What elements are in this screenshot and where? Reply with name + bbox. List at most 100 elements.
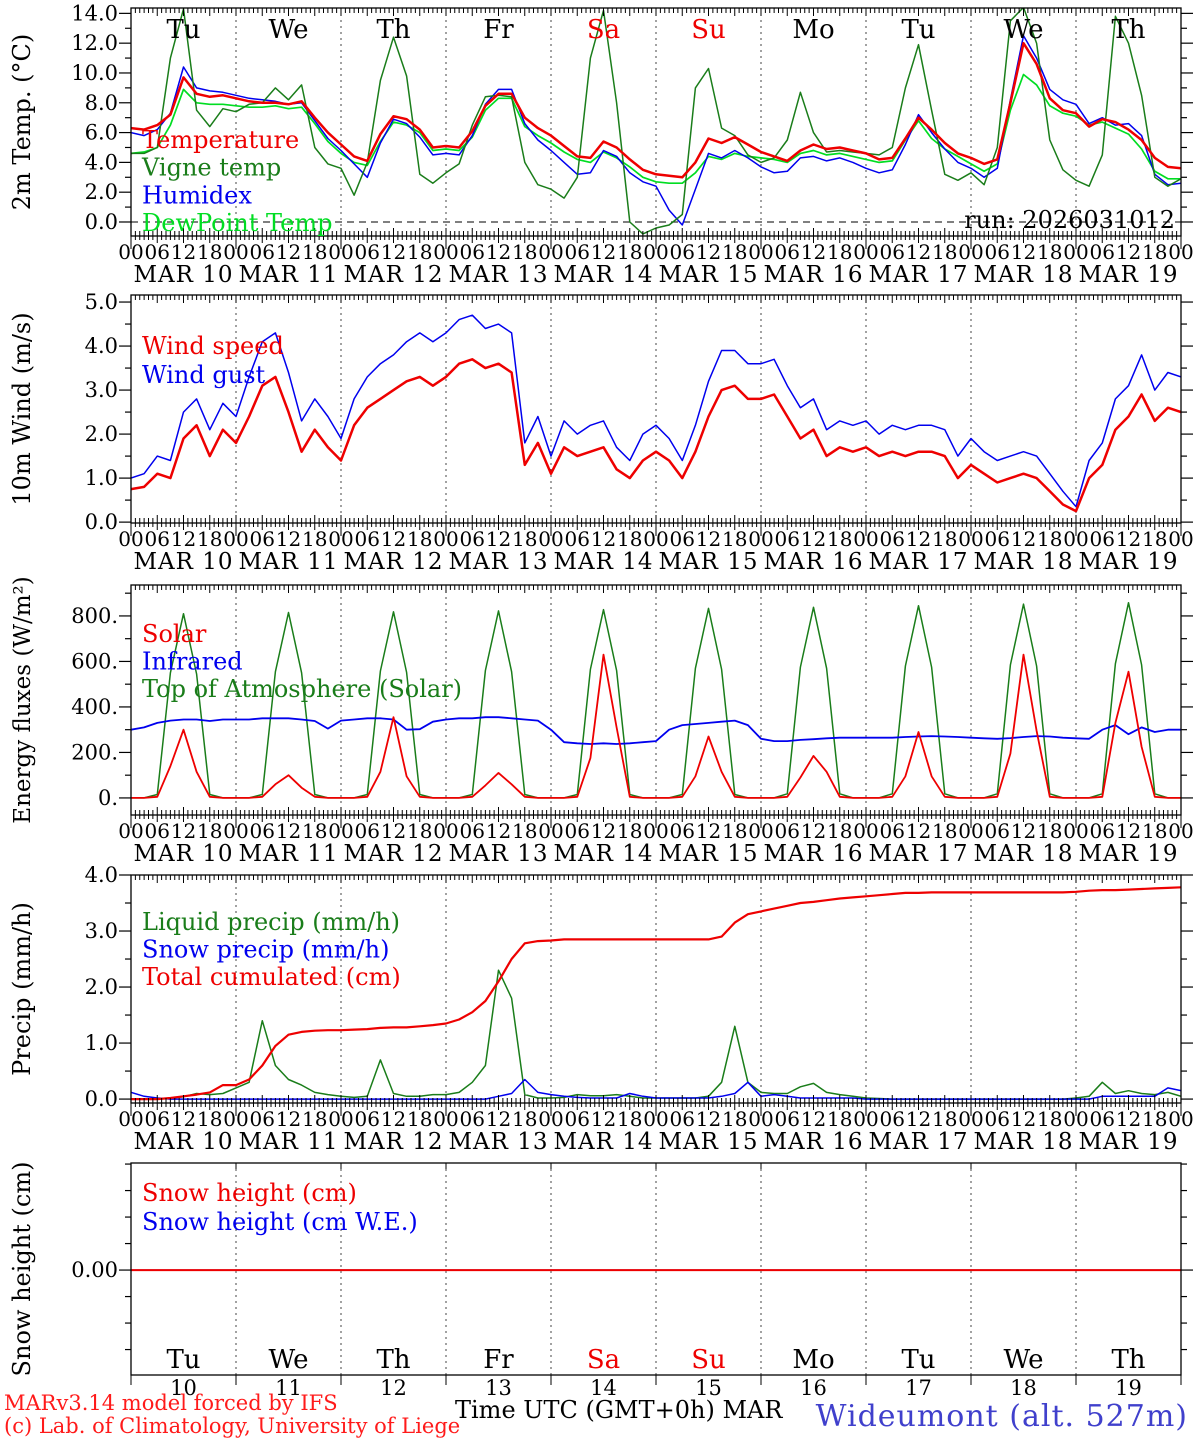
legend-label-snowheight-0: Snow height (cm) bbox=[142, 1179, 357, 1207]
weekday-label-bottom: Tu bbox=[901, 1345, 935, 1375]
panel-temp2m: 0.0 2.0 4.0 6.0 8.0 10.0 12.0 14.0 2m Temp. (°C)… bbox=[8, 1, 1194, 288]
y-tick-label: 1.0 bbox=[85, 466, 118, 490]
hour-tick-label: 00 bbox=[958, 240, 983, 264]
weekday-label-top: Th bbox=[1111, 15, 1145, 45]
hour-tick-label: 00 bbox=[433, 819, 458, 843]
day-number-label: 12 bbox=[380, 1376, 407, 1400]
hour-tick-label: 06 bbox=[460, 819, 485, 843]
hour-tick-label: 06 bbox=[460, 1107, 485, 1131]
date-label: MAR 11 bbox=[238, 262, 338, 288]
hour-tick-label: 12 bbox=[486, 240, 511, 264]
hour-tick-label: 00 bbox=[958, 527, 983, 551]
hour-tick-label: 18 bbox=[932, 819, 957, 843]
hour-tick-label: 12 bbox=[276, 240, 301, 264]
legend-label-temp2m-3: DewPoint Temp bbox=[142, 209, 333, 237]
y-tick-label: 0.0 bbox=[85, 210, 118, 234]
y-tick-label: 14.0 bbox=[71, 1, 118, 25]
hour-tick-label: 00 bbox=[748, 527, 773, 551]
date-label: MAR 16 bbox=[763, 549, 863, 575]
date-label: MAR 15 bbox=[658, 262, 758, 288]
hour-tick-label: 06 bbox=[460, 527, 485, 551]
hour-tick-label: 00 bbox=[1063, 527, 1088, 551]
footer: MARv3.14 model forced by IFS(c) Lab. of … bbox=[4, 1391, 1187, 1438]
hour-tick-label: 06 bbox=[355, 240, 380, 264]
hour-tick-label: 12 bbox=[1116, 240, 1141, 264]
hour-tick-label: 00 bbox=[118, 527, 143, 551]
date-label: MAR 18 bbox=[973, 841, 1073, 867]
date-label: MAR 10 bbox=[133, 841, 233, 867]
hour-tick-label: 18 bbox=[827, 1107, 852, 1131]
hour-tick-label: 18 bbox=[617, 1107, 642, 1131]
legend-label-temp2m-0: Temperature bbox=[142, 126, 299, 154]
hour-tick-label: 00 bbox=[853, 527, 878, 551]
hour-tick-label: 00 bbox=[748, 819, 773, 843]
day-number-label: 18 bbox=[1010, 1376, 1037, 1400]
series-line-wind10m-1 bbox=[131, 314, 1181, 508]
y-tick-label: 0. bbox=[98, 786, 118, 810]
hour-tick-label: 12 bbox=[1011, 819, 1036, 843]
hour-tick-label: 12 bbox=[801, 527, 826, 551]
hour-tick-label: 06 bbox=[460, 240, 485, 264]
y-tick-label: 1.0 bbox=[85, 1031, 118, 1055]
hour-tick-label: 18 bbox=[197, 819, 222, 843]
y-tick-label: 10.0 bbox=[71, 61, 118, 85]
date-label: MAR 19 bbox=[1078, 841, 1178, 867]
hour-tick-label: 00 bbox=[748, 240, 773, 264]
date-label: MAR 17 bbox=[868, 1129, 968, 1155]
day-number-label: 13 bbox=[485, 1376, 512, 1400]
hour-tick-label: 18 bbox=[512, 527, 537, 551]
hour-tick-label: 12 bbox=[906, 819, 931, 843]
hour-tick-label: 06 bbox=[775, 240, 800, 264]
hour-tick-label: 12 bbox=[1011, 527, 1036, 551]
date-label: MAR 18 bbox=[973, 262, 1073, 288]
y-axis-title: Snow height (cm) bbox=[8, 1162, 36, 1377]
hour-tick-label: 12 bbox=[486, 527, 511, 551]
date-label: MAR 12 bbox=[343, 841, 443, 867]
date-label: MAR 17 bbox=[868, 262, 968, 288]
hour-tick-label: 00 bbox=[1063, 819, 1088, 843]
hour-tick-label: 06 bbox=[1090, 527, 1115, 551]
hour-tick-label: 06 bbox=[1090, 240, 1115, 264]
hour-tick-label: 18 bbox=[932, 527, 957, 551]
series-line-energy-1 bbox=[131, 716, 1181, 745]
y-ticks bbox=[119, 12, 1193, 223]
hour-tick-label: 06 bbox=[565, 527, 590, 551]
y-tick-label: 600. bbox=[71, 649, 118, 673]
hour-tick-label: 18 bbox=[722, 527, 747, 551]
hour-tick-label: 06 bbox=[565, 240, 590, 264]
date-label: MAR 17 bbox=[868, 841, 968, 867]
date-label: MAR 19 bbox=[1078, 549, 1178, 575]
hour-tick-label: 12 bbox=[381, 240, 406, 264]
panel-precip: 0.0 1.0 2.0 3.0 4.0 Precip (mm/h) Liquid preci… bbox=[8, 863, 1194, 1155]
hour-tick-label: 00 bbox=[1168, 1107, 1193, 1131]
date-label: MAR 19 bbox=[1078, 262, 1178, 288]
hour-tick-label: 18 bbox=[1037, 240, 1062, 264]
date-label: MAR 15 bbox=[658, 549, 758, 575]
day-number-label: 11 bbox=[275, 1376, 302, 1400]
hour-tick-label: 18 bbox=[407, 1107, 432, 1131]
date-label: MAR 13 bbox=[448, 1129, 548, 1155]
hour-tick-label: 00 bbox=[958, 819, 983, 843]
hour-tick-label: 06 bbox=[985, 527, 1010, 551]
hour-tick-label: 00 bbox=[328, 1107, 353, 1131]
y-tick-label: 2.0 bbox=[85, 422, 118, 446]
hour-tick-label: 18 bbox=[1037, 819, 1062, 843]
y-ticks bbox=[119, 874, 1193, 1100]
hour-tick-label: 06 bbox=[670, 1107, 695, 1131]
x-ticks bbox=[130, 875, 1182, 1116]
weekday-label-bottom: Fr bbox=[483, 1345, 514, 1375]
hour-tick-label: 06 bbox=[985, 240, 1010, 264]
date-label: MAR 10 bbox=[133, 262, 233, 288]
panel-energy: 0. 200. 400. 600. 800. Energy fluxes (W/m²) So… bbox=[10, 576, 1194, 867]
hour-tick-label: 06 bbox=[775, 1107, 800, 1131]
hour-tick-label: 00 bbox=[538, 240, 563, 264]
hour-tick-label: 12 bbox=[276, 1107, 301, 1131]
x-axis-title: Time UTC (GMT+0h) MAR bbox=[455, 1396, 783, 1424]
hour-tick-label: 18 bbox=[407, 819, 432, 843]
hour-tick-label: 00 bbox=[118, 240, 143, 264]
hour-tick-label: 06 bbox=[145, 1107, 170, 1131]
date-label: MAR 14 bbox=[553, 262, 653, 288]
